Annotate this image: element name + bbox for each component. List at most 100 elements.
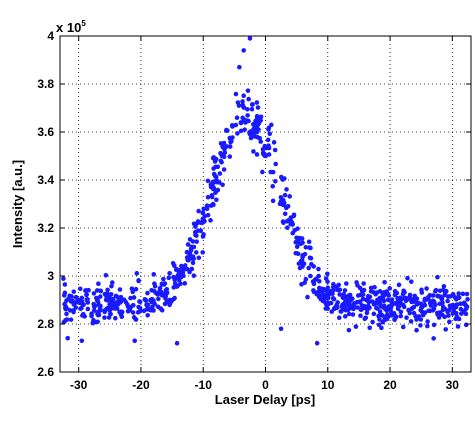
data-point: [258, 114, 264, 120]
data-point: [441, 284, 447, 289]
data-point: [108, 311, 113, 317]
data-point: [110, 280, 115, 285]
data-point: [387, 305, 392, 311]
data-point: [285, 225, 290, 231]
data-point: [425, 319, 430, 324]
data-point: [346, 327, 352, 333]
data-point: [159, 282, 165, 287]
data-point: [414, 317, 419, 322]
data-point: [463, 311, 469, 317]
data-point: [243, 120, 248, 125]
data-point: [342, 296, 348, 302]
data-point: [424, 286, 429, 291]
data-point: [94, 288, 100, 293]
data-point: [450, 291, 456, 297]
data-point: [241, 48, 246, 53]
data-point: [251, 121, 256, 127]
data-point: [463, 322, 469, 328]
data-point: [235, 131, 240, 136]
data-point: [268, 169, 274, 175]
data-point: [91, 304, 97, 310]
y-tick-label: 3: [47, 269, 54, 283]
data-point: [98, 288, 104, 294]
data-point: [461, 301, 466, 307]
data-point: [458, 306, 464, 312]
data-point: [407, 292, 413, 298]
data-point: [303, 245, 309, 250]
data-point: [456, 291, 462, 296]
y-tick-label: 3.6: [37, 125, 54, 139]
data-point: [339, 304, 344, 309]
data-point: [389, 302, 395, 308]
data-point: [107, 303, 113, 308]
data-point: [95, 297, 100, 302]
data-point: [190, 239, 196, 244]
data-point: [422, 298, 427, 304]
data-point: [83, 288, 88, 293]
x-tick-label: 10: [321, 378, 335, 392]
data-point: [136, 304, 141, 310]
y-tick-label: 3.8: [37, 77, 54, 91]
data-point: [323, 306, 329, 311]
data-point: [240, 115, 245, 121]
data-point: [208, 203, 214, 208]
data-point: [68, 317, 74, 322]
data-point: [427, 308, 433, 314]
data-point: [62, 301, 67, 307]
data-point: [464, 291, 470, 297]
data-point: [371, 311, 377, 317]
data-point: [150, 304, 155, 310]
data-point: [325, 279, 330, 284]
data-point: [405, 275, 410, 281]
data-point: [174, 284, 180, 289]
data-point: [378, 304, 384, 309]
data-point: [95, 319, 100, 325]
data-point: [246, 96, 251, 102]
data-point: [91, 319, 96, 324]
data-point: [174, 266, 179, 272]
data-point: [233, 122, 239, 128]
data-point: [384, 291, 390, 297]
data-point: [350, 312, 356, 317]
data-point: [238, 120, 244, 125]
data-point: [227, 135, 233, 141]
data-point: [459, 311, 464, 316]
data-point: [346, 311, 352, 317]
data-point: [118, 309, 124, 315]
data-point: [245, 113, 250, 118]
data-point: [67, 308, 73, 313]
data-point: [152, 283, 158, 289]
data-point: [294, 244, 300, 250]
data-point: [211, 166, 216, 171]
data-point: [307, 255, 313, 261]
data-point: [112, 301, 118, 307]
data-point: [96, 302, 102, 308]
data-point: [411, 298, 417, 304]
data-point: [173, 275, 179, 281]
data-point: [143, 298, 149, 303]
data-point: [442, 314, 447, 320]
data-point: [161, 276, 166, 282]
data-point: [225, 128, 230, 133]
data-point: [416, 314, 422, 319]
data-point: [227, 144, 233, 149]
data-point: [118, 294, 124, 300]
data-point: [245, 88, 251, 93]
y-scale-multiplier: x 105: [56, 19, 86, 35]
data-point: [285, 203, 291, 209]
data-point: [149, 296, 155, 302]
data-point: [67, 293, 73, 299]
data-point: [342, 288, 348, 293]
data-point: [193, 250, 199, 255]
data-point: [324, 289, 330, 294]
data-point: [159, 293, 165, 298]
data-point: [319, 286, 325, 292]
data-point: [302, 280, 308, 285]
data-point: [245, 107, 250, 112]
data-point: [65, 335, 70, 341]
data-point: [291, 213, 297, 219]
data-point: [392, 288, 398, 294]
y-tick-label: 2.8: [37, 317, 54, 331]
data-point: [102, 307, 108, 313]
data-point: [193, 230, 198, 235]
